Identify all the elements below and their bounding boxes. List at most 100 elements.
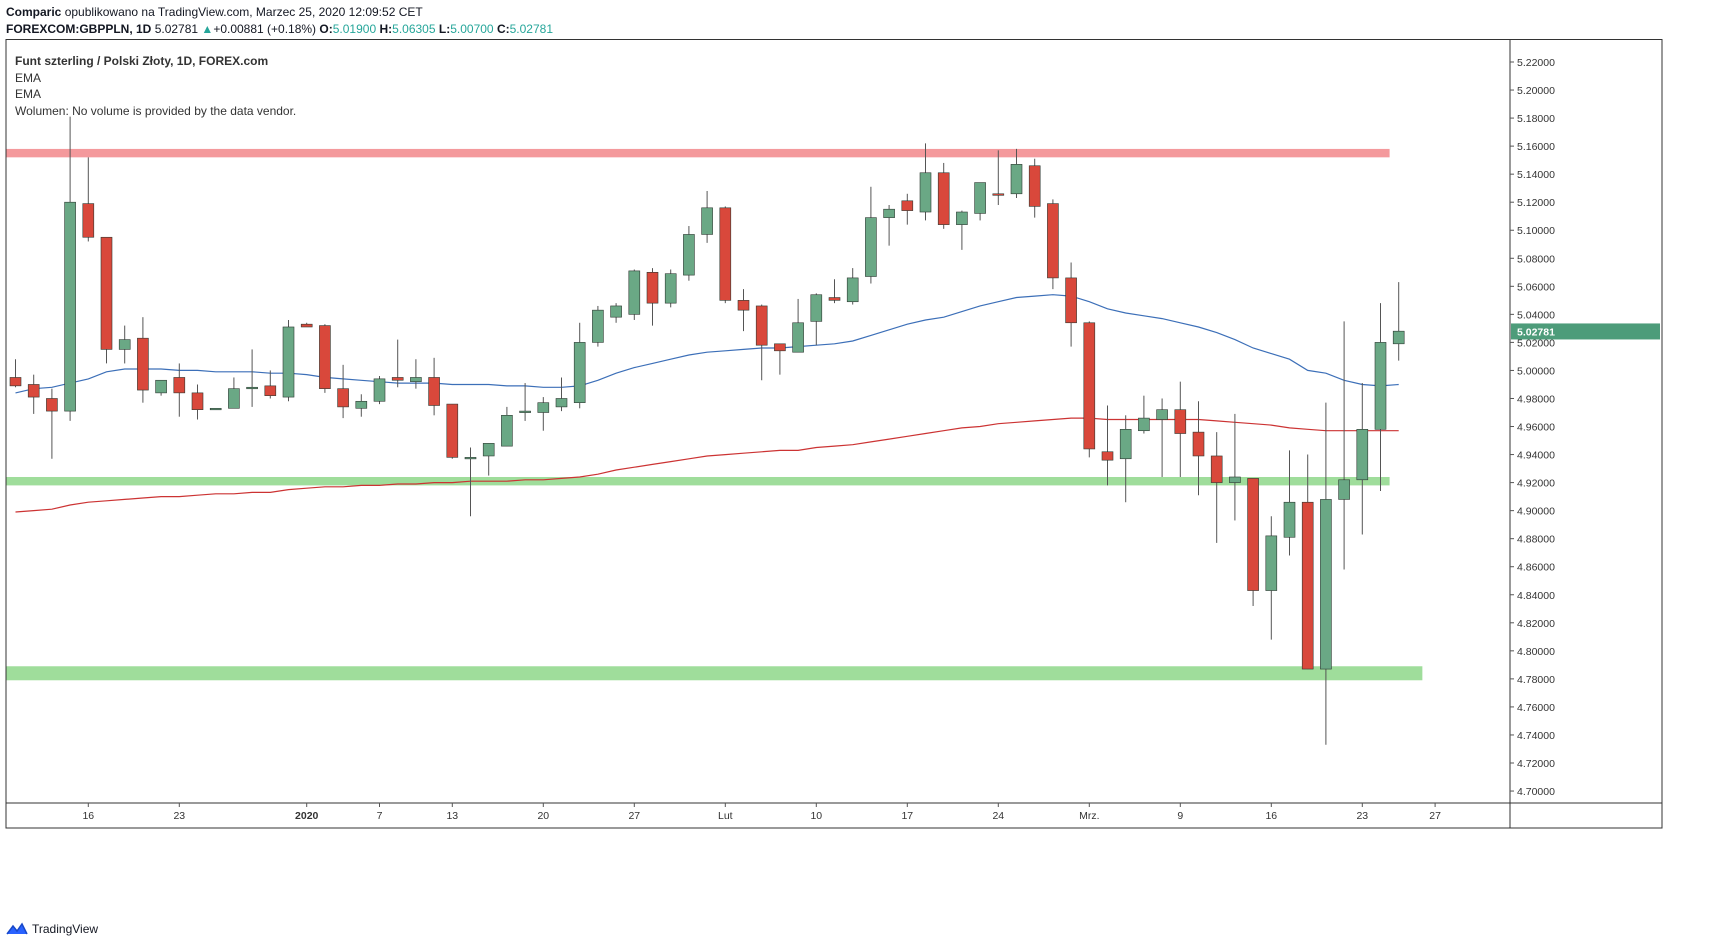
candle-down [1174,409,1187,434]
y-tick-label: 5.22000 [1517,57,1555,69]
y-tick-label: 4.82000 [1517,618,1555,630]
zone-support-upper [6,476,1390,486]
published-text: opublikowano na TradingView.com, Marzec … [64,5,423,19]
candle-up [464,457,477,460]
candle-down [774,343,786,352]
low-value: 5.00700 [450,22,494,36]
candle-up [118,339,131,350]
last-price-label: 5.02781 [1517,326,1555,338]
candle-up [1119,429,1132,460]
y-tick-label: 5.00000 [1517,365,1555,377]
candle-up [410,377,422,382]
price-change: +0.00881 (+0.18%) [213,22,317,36]
candle-up [792,322,804,353]
chart-background [6,44,1662,883]
candle-down [337,388,349,408]
axes-layer: 5.22000 5.20000 5.18000 5.16000 5.14000 5.120… [5,39,1663,829]
last-price: 5.02781 [154,22,199,36]
high-value: 5.06305 [392,22,436,36]
y-tick-label: 5.14000 [1517,169,1555,181]
y-tick-label: 4.90000 [1517,506,1555,518]
candle-down [137,337,149,391]
x-tick-label: 24 [992,810,1004,822]
y-tick-label: 4.72000 [1517,758,1555,770]
x-tick-label: Mrz. [1079,810,1099,822]
candle-down [264,385,277,396]
candle-down [937,172,950,225]
candle-down [173,377,186,394]
legend-title[interactable]: Funt szterling / Polski Złoty, 1D, FOREX… [15,54,269,68]
tradingview-branding[interactable]: TradingView [6,922,98,936]
candle-up [865,217,877,277]
brand-name: TradingView [32,922,99,936]
candle-down [1210,455,1223,483]
candle-up [1392,330,1405,345]
candle-up [1138,417,1150,432]
last-price-tag [1511,323,1660,340]
zone-resistance [6,148,1390,158]
candle-up [537,402,550,413]
legend-ema-fast[interactable]: EMA [15,70,42,85]
candle-down [428,377,440,406]
high-label: H: [379,22,393,36]
candle-up [209,407,222,411]
candle-down [1247,478,1259,591]
candles-layer [9,116,1405,745]
candle-down [1083,322,1096,450]
y-tick-label: 5.18000 [1517,113,1555,125]
ema-fast-line [15,294,1399,394]
candle-up [974,182,986,214]
candle-up [610,305,622,318]
open-value: 5.01900 [332,22,377,36]
candle-down [901,200,914,211]
candle-up [1010,164,1023,195]
y-tick-label: 4.80000 [1517,646,1555,658]
candle-up [1320,499,1332,670]
y-tick-label: 4.86000 [1517,562,1555,574]
candle-up [64,201,76,412]
candle-down [1047,203,1059,279]
author-name[interactable]: Comparic [6,5,62,19]
candle-up [246,386,258,390]
candle-up [355,400,368,409]
x-tick-label: 2020 [295,810,319,822]
candle-up [956,211,968,225]
candle-up [1338,479,1350,500]
candle-down [992,193,1005,196]
y-tick-label: 5.08000 [1517,253,1555,265]
tradingview-logo-icon [6,922,28,935]
symbol-ohlc-bar: FOREXCOM:GBPPLN, 1D 5.02781 ▲+0.00881 (+… [6,22,553,36]
close-value: 5.02781 [509,22,554,36]
candle-up [1156,409,1168,420]
change-arrow-icon: ▲ [201,22,214,36]
candle-up [519,410,531,413]
ema-slow-line [15,417,1399,513]
y-tick-label: 5.04000 [1517,309,1555,321]
x-tick-label: 23 [1356,810,1368,822]
candle-up [919,172,932,213]
y-tick-label: 5.06000 [1517,281,1555,293]
candle-up [573,342,586,403]
legend-volume[interactable]: Wolumen: No volume is provided by the da… [15,103,297,118]
candle-up [592,309,604,343]
candle-up [628,270,641,315]
candle-down [82,203,95,238]
symbol-label: FOREXCOM:GBPPLN, 1D [6,22,152,36]
y-tick-label: 4.88000 [1517,534,1555,546]
candle-down [1028,165,1041,207]
publish-info: Comparic opublikowano na TradingView.com… [6,5,423,19]
zone-support-lower [6,666,1423,681]
legend-ema-slow[interactable]: EMA [15,87,42,101]
candle-down [755,305,768,346]
candle-down [9,377,22,387]
x-tick-label: 10 [810,810,822,822]
y-tick-label: 4.98000 [1517,393,1555,405]
x-tick-label: 27 [1429,810,1441,822]
candle-down [391,377,404,381]
candle-up [155,379,167,394]
y-tick-label: 5.16000 [1517,141,1555,153]
x-tick-label: 7 [377,810,383,822]
y-tick-label: 4.78000 [1517,674,1555,686]
y-tick-label: 5.10000 [1517,225,1555,237]
